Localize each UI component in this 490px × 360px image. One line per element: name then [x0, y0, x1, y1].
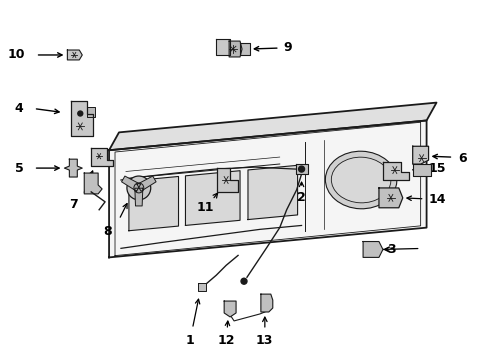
Text: 8: 8	[103, 225, 111, 238]
Circle shape	[134, 183, 144, 193]
Polygon shape	[72, 100, 93, 136]
Polygon shape	[295, 164, 308, 174]
Polygon shape	[109, 121, 427, 257]
Polygon shape	[224, 301, 236, 317]
Text: 2: 2	[297, 192, 306, 204]
Circle shape	[199, 284, 205, 290]
Text: 10: 10	[8, 49, 25, 62]
Circle shape	[78, 111, 83, 116]
Circle shape	[298, 166, 305, 172]
Text: 12: 12	[218, 334, 235, 347]
Text: 13: 13	[255, 334, 272, 347]
Polygon shape	[379, 188, 403, 208]
Polygon shape	[217, 168, 238, 192]
Text: 9: 9	[284, 41, 293, 54]
Polygon shape	[137, 176, 156, 191]
Polygon shape	[84, 173, 102, 194]
Polygon shape	[64, 159, 82, 177]
Ellipse shape	[331, 157, 391, 203]
Polygon shape	[383, 162, 409, 180]
Polygon shape	[87, 107, 95, 117]
Polygon shape	[363, 242, 383, 257]
Ellipse shape	[325, 151, 397, 209]
Text: 15: 15	[429, 162, 446, 175]
Polygon shape	[91, 148, 113, 166]
Text: 3: 3	[387, 243, 395, 256]
Polygon shape	[135, 188, 143, 206]
Text: 1: 1	[186, 334, 195, 347]
Polygon shape	[413, 164, 431, 176]
Polygon shape	[185, 171, 240, 225]
Polygon shape	[198, 283, 206, 291]
Polygon shape	[68, 50, 82, 60]
Circle shape	[241, 278, 247, 284]
Text: 6: 6	[458, 152, 467, 165]
Text: 11: 11	[196, 201, 214, 214]
Text: 7: 7	[69, 198, 78, 211]
Polygon shape	[129, 176, 178, 231]
Polygon shape	[261, 294, 273, 312]
Polygon shape	[229, 41, 242, 57]
Text: 14: 14	[429, 193, 446, 206]
Polygon shape	[248, 165, 297, 220]
Polygon shape	[122, 176, 141, 191]
Polygon shape	[109, 103, 437, 150]
Polygon shape	[216, 39, 230, 55]
Polygon shape	[413, 146, 429, 164]
Text: 4: 4	[15, 102, 24, 115]
Polygon shape	[240, 43, 250, 55]
Text: 5: 5	[15, 162, 24, 175]
Circle shape	[127, 176, 151, 200]
